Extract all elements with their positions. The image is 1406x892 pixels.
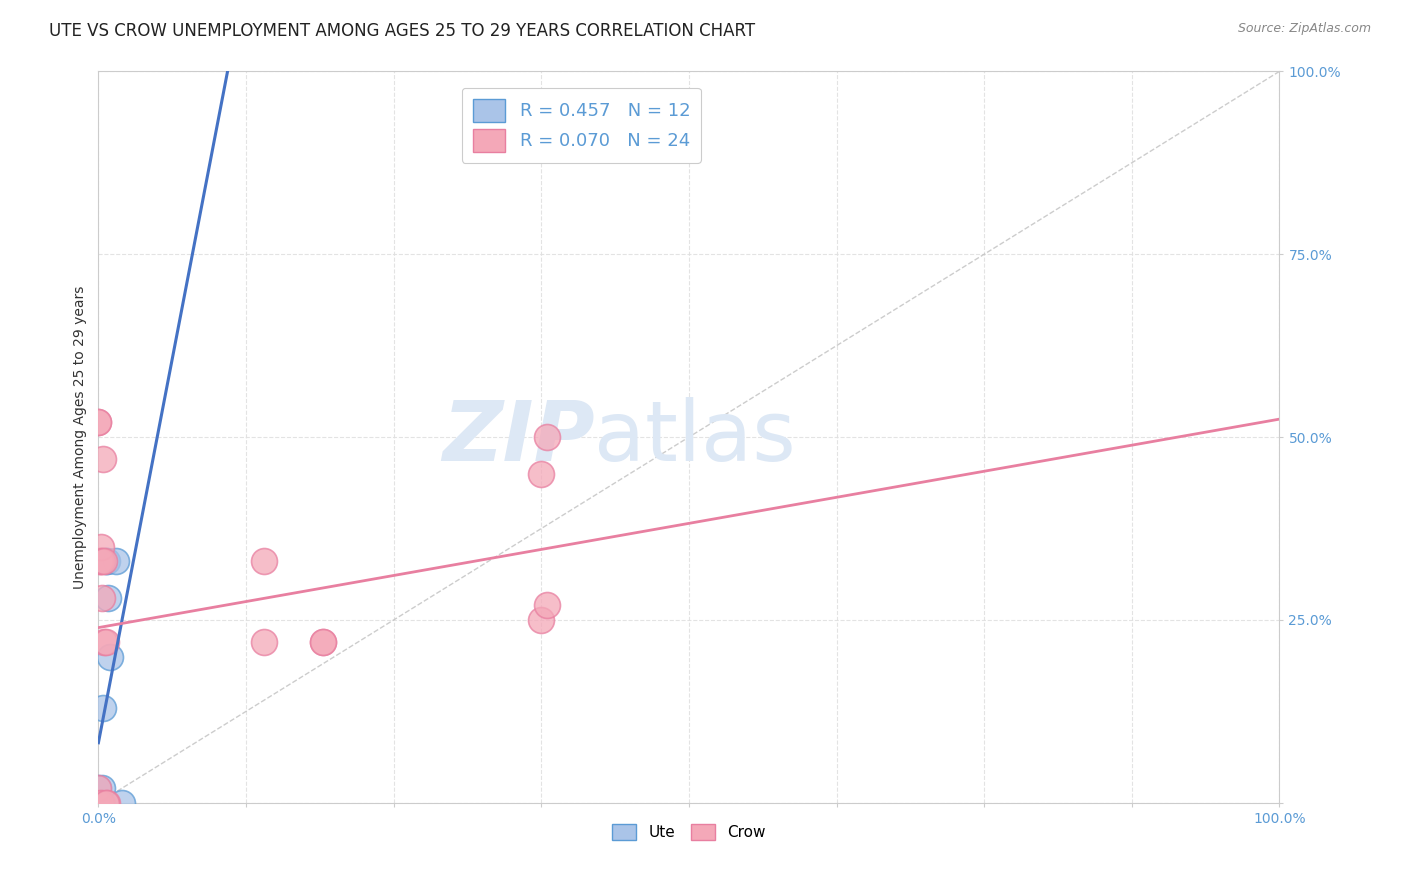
Point (105, 554, 128, 568)
Text: Source: ZipAtlas.com: Source: ZipAtlas.com (1237, 22, 1371, 36)
Point (90, 540, 112, 554)
Point (87, 781, 110, 796)
Point (87, 416, 110, 430)
Point (90, 796, 112, 810)
Point (93, 635, 115, 649)
Point (87, 416, 110, 430)
Point (111, 796, 134, 810)
Point (90, 796, 112, 810)
Point (94, 635, 117, 649)
Text: atlas: atlas (595, 397, 796, 477)
Point (536, 599, 558, 613)
Legend: Ute, Crow: Ute, Crow (606, 817, 772, 847)
Point (312, 635, 335, 649)
Point (91, 554, 114, 568)
Point (87, 796, 110, 810)
Point (91, 781, 114, 796)
Point (536, 430, 558, 444)
Point (93, 554, 115, 568)
Y-axis label: Unemployment Among Ages 25 to 29 years: Unemployment Among Ages 25 to 29 years (73, 285, 87, 589)
Point (89, 554, 111, 568)
Point (253, 554, 276, 568)
Point (530, 467, 553, 481)
Point (91, 700, 114, 714)
Text: ZIP: ZIP (441, 397, 595, 477)
Point (91, 796, 114, 810)
Point (87, 781, 110, 796)
Point (91, 452, 114, 467)
Point (89, 554, 111, 568)
Point (530, 613, 553, 627)
Text: UTE VS CROW UNEMPLOYMENT AMONG AGES 25 TO 29 YEARS CORRELATION CHART: UTE VS CROW UNEMPLOYMENT AMONG AGES 25 T… (49, 22, 755, 40)
Point (97, 591, 120, 605)
Point (253, 635, 276, 649)
Point (87, 796, 110, 810)
Point (96, 796, 118, 810)
Point (98, 649, 121, 664)
Point (96, 554, 118, 568)
Point (312, 635, 335, 649)
Point (91, 591, 114, 605)
Point (94, 554, 117, 568)
Point (94, 796, 117, 810)
